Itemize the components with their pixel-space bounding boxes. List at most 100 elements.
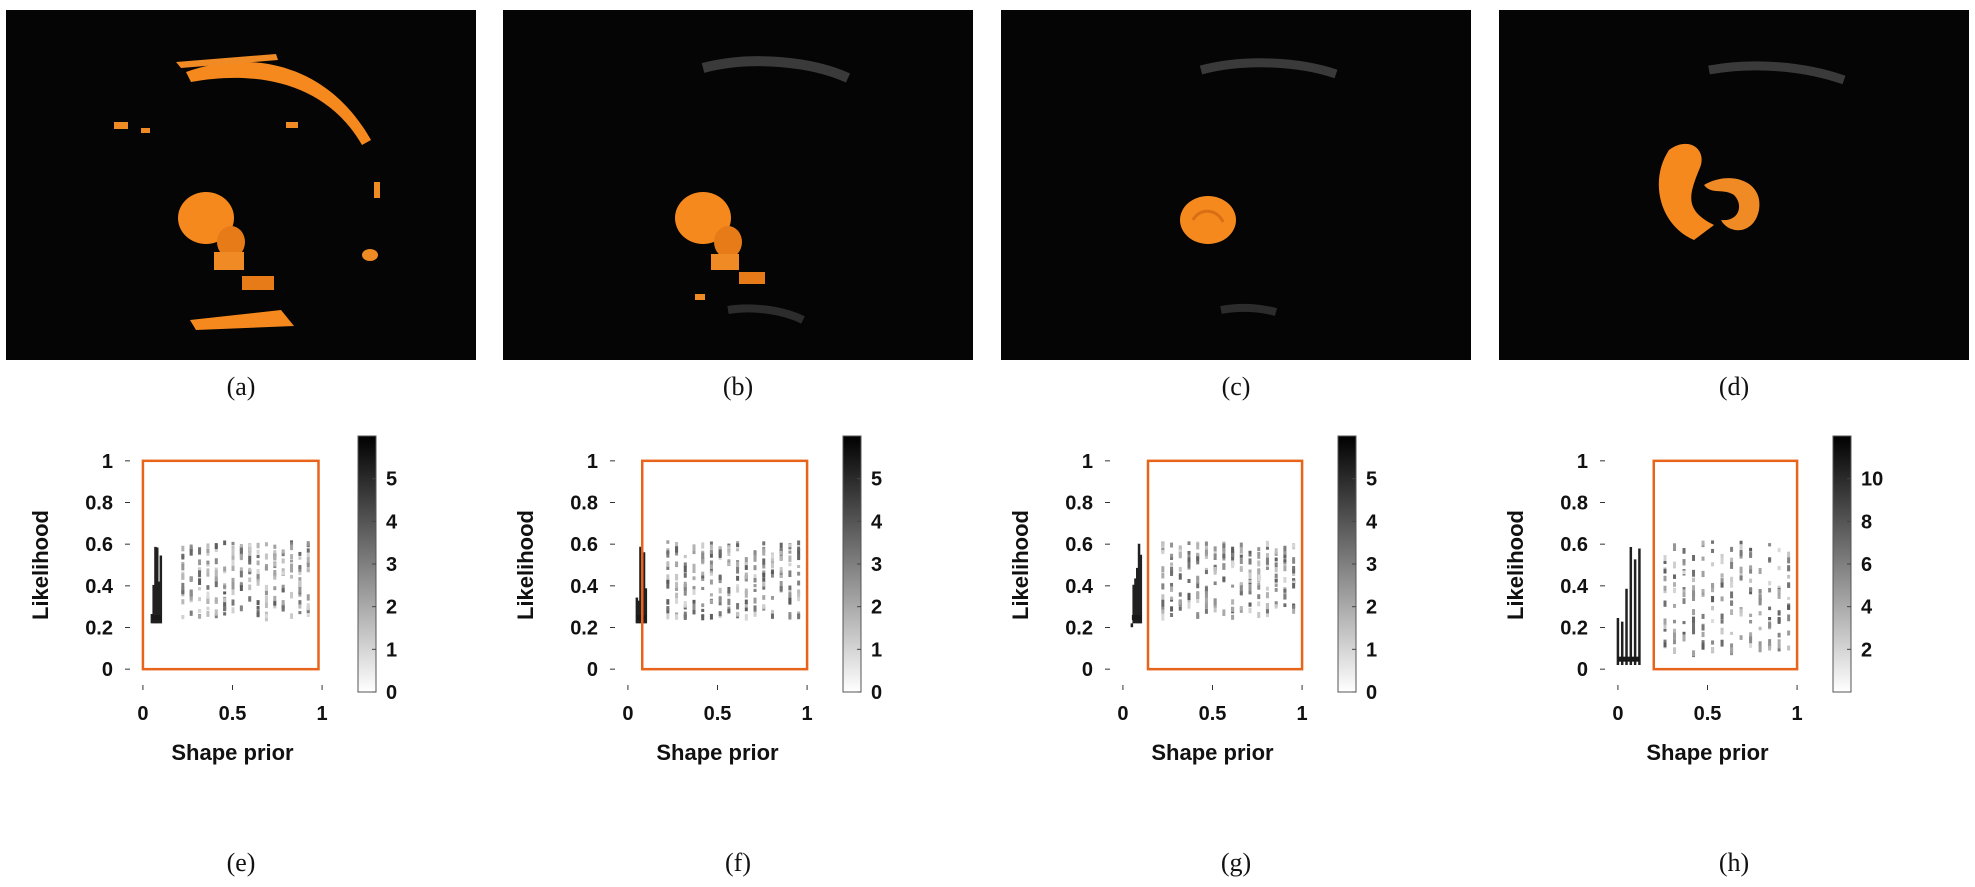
data-point — [1720, 596, 1724, 602]
data-point — [298, 580, 302, 588]
data-point — [223, 597, 227, 605]
data-point — [1248, 572, 1252, 580]
x-tick-label: 0 — [1117, 703, 1128, 725]
data-point — [306, 553, 310, 560]
data-point — [206, 606, 210, 611]
data-point — [797, 580, 801, 586]
data-point — [1265, 553, 1269, 559]
data-point — [239, 582, 243, 587]
data-point — [666, 606, 670, 611]
data-point — [1196, 591, 1200, 599]
colorbar-tick-label: 2 — [1861, 639, 1872, 661]
data-point — [675, 542, 679, 549]
x-tick-label: 0 — [137, 703, 148, 725]
data-point — [701, 552, 705, 560]
data-point — [1231, 614, 1235, 620]
data-point — [264, 614, 268, 618]
data-point — [248, 584, 252, 591]
data-point — [788, 612, 792, 618]
data-point — [1758, 626, 1762, 631]
data-point — [692, 551, 696, 555]
data-point — [675, 614, 679, 620]
y-tick-label: 0.2 — [1560, 618, 1588, 640]
data-point — [1274, 575, 1278, 582]
data-point — [239, 605, 243, 612]
data-point — [762, 595, 766, 600]
data-point — [1730, 609, 1734, 615]
data-point — [1787, 596, 1791, 600]
data-point — [231, 577, 235, 584]
data-point — [1711, 605, 1715, 611]
data-point — [1196, 577, 1200, 584]
data-point — [1692, 650, 1696, 657]
data-point — [214, 546, 218, 553]
data-point — [1204, 570, 1208, 575]
data-point — [198, 567, 202, 571]
data-point — [1701, 589, 1705, 596]
data-point — [736, 566, 740, 574]
data-point — [675, 592, 679, 598]
data-point — [1222, 553, 1226, 559]
data-point — [683, 573, 687, 578]
data-point — [298, 551, 302, 556]
data-point — [797, 589, 801, 595]
data-point — [1292, 605, 1296, 609]
data-point — [198, 547, 202, 555]
data-point — [1265, 613, 1269, 618]
caption-f: (f) — [725, 848, 751, 877]
data-point — [181, 599, 185, 605]
data-point — [1777, 565, 1781, 571]
colorbar-tick-label: 0 — [386, 682, 397, 704]
data-point — [1787, 630, 1791, 636]
y-tick-label: 0.2 — [1065, 618, 1093, 640]
data-point — [1170, 598, 1174, 602]
data-point — [709, 549, 713, 555]
data-point — [181, 590, 185, 595]
data-point — [1187, 562, 1191, 568]
data-point — [675, 581, 679, 588]
data-point — [683, 565, 687, 573]
data-point — [264, 542, 268, 547]
chart-svg-e: 0 0.5 1 0 0.2 0.4 0.6 0.8 1 Shape prior Likelihood… — [28, 435, 398, 765]
data-point — [1170, 586, 1174, 592]
data-point — [1248, 587, 1252, 592]
data-point — [692, 566, 696, 574]
data-point — [1265, 592, 1269, 599]
data-point — [736, 603, 740, 610]
data-point — [701, 571, 705, 576]
data-point — [1213, 566, 1217, 574]
data-point — [1663, 560, 1667, 564]
data-point — [666, 582, 670, 589]
colorbar-tick-label: 2 — [1366, 597, 1377, 619]
data-point — [1673, 582, 1677, 587]
data-point — [206, 548, 210, 553]
data-point — [1673, 587, 1677, 594]
data-point — [788, 543, 792, 548]
data-point — [1204, 554, 1208, 559]
data-point — [1758, 611, 1762, 616]
data-point — [1663, 585, 1667, 591]
data-point — [1768, 587, 1772, 593]
data-point — [181, 554, 185, 560]
data-point — [1777, 616, 1781, 623]
data-point — [290, 613, 294, 619]
dense-cluster-base — [1617, 656, 1640, 662]
data-point — [223, 591, 227, 595]
data-point — [1213, 581, 1217, 586]
data-point — [683, 601, 687, 608]
data-point — [189, 576, 193, 583]
data-point — [1730, 643, 1734, 648]
data-point — [1768, 543, 1772, 547]
data-point — [736, 611, 740, 617]
data-point — [256, 574, 260, 580]
data-point — [264, 553, 268, 560]
data-point — [1682, 621, 1686, 625]
data-point — [256, 568, 260, 576]
y-tick-label: 0.4 — [570, 576, 599, 598]
data-point — [1274, 588, 1278, 592]
data-point — [1768, 557, 1772, 562]
x-tick-label: 1 — [1297, 703, 1308, 725]
data-point — [1777, 642, 1781, 649]
data-point — [1170, 570, 1174, 576]
